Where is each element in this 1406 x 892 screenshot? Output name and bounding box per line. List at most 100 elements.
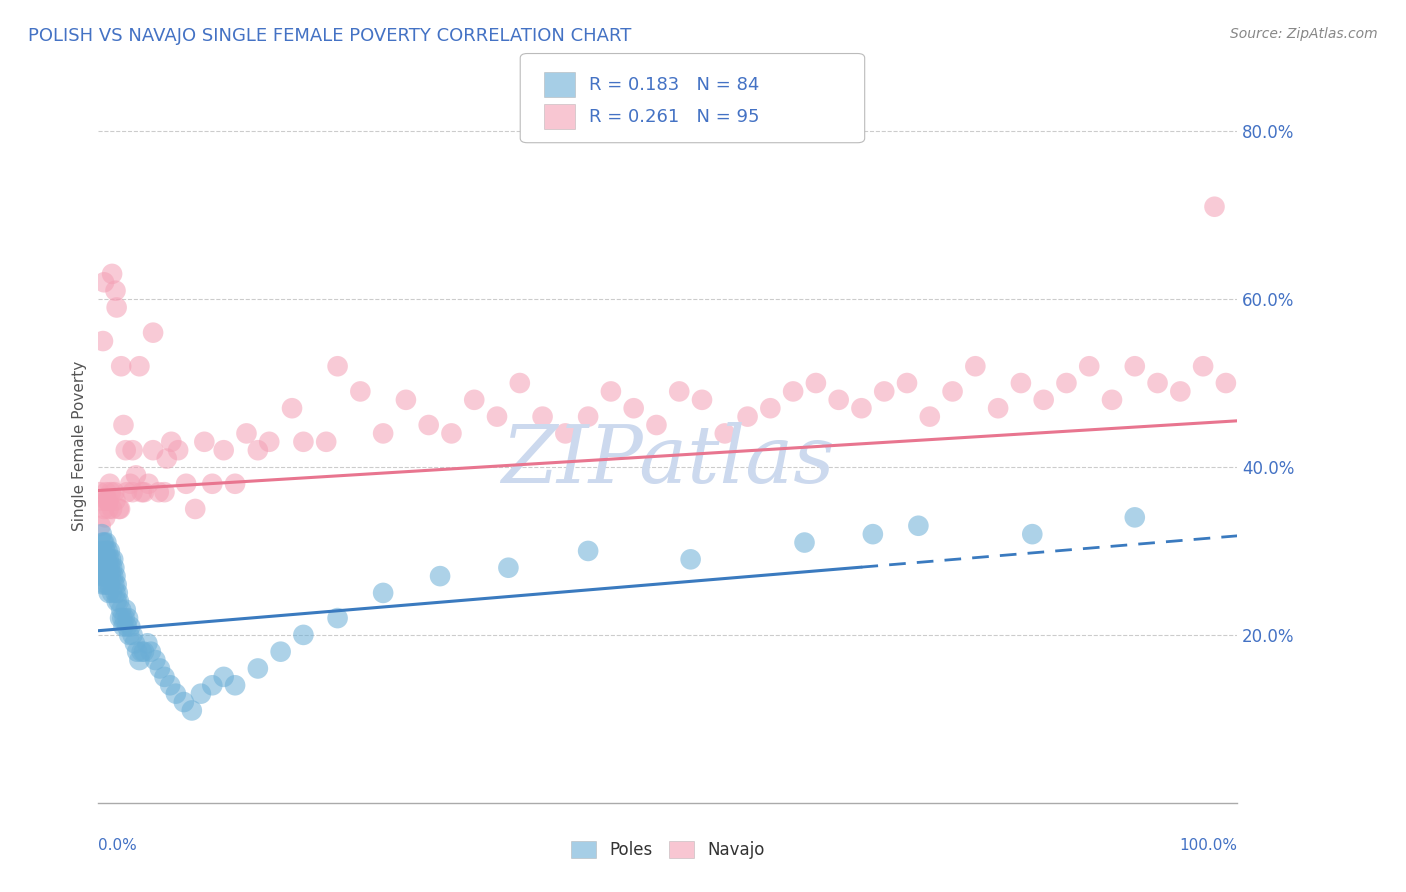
Point [714, 426, 737, 441]
Point [498, 560, 520, 574]
Point [114, 443, 136, 458]
Point [117, 611, 139, 625]
Point [165, 687, 187, 701]
Point [576, 544, 599, 558]
Point [184, 502, 207, 516]
Point [121, 485, 143, 500]
Point [148, 485, 170, 500]
Point [94, 577, 117, 591]
Point [138, 476, 160, 491]
Point [127, 645, 149, 659]
Point [1123, 359, 1146, 374]
Point [326, 359, 349, 374]
Point [110, 359, 132, 374]
Point [96, 493, 118, 508]
Point [174, 476, 197, 491]
Point [896, 376, 918, 390]
Point [281, 401, 304, 416]
Point [101, 502, 124, 516]
Point [97, 569, 120, 583]
Point [121, 443, 143, 458]
Text: 100.0%: 100.0% [1180, 838, 1237, 854]
Point [1146, 376, 1168, 390]
Text: 0.0%: 0.0% [98, 838, 138, 854]
Point [89, 560, 111, 574]
Point [93, 552, 115, 566]
Point [103, 485, 125, 500]
Point [124, 636, 146, 650]
Point [145, 653, 167, 667]
Point [97, 502, 120, 516]
Point [246, 443, 269, 458]
Point [270, 645, 292, 659]
Point [679, 552, 702, 566]
Point [97, 552, 120, 566]
Point [509, 376, 531, 390]
Point [292, 628, 315, 642]
Point [105, 577, 128, 591]
Legend: Poles, Navajo: Poles, Navajo [564, 834, 772, 866]
Text: R = 0.183   N = 84: R = 0.183 N = 84 [589, 76, 759, 94]
Point [1010, 376, 1032, 390]
Point [120, 619, 142, 633]
Point [103, 552, 125, 566]
Point [942, 384, 965, 399]
Point [108, 502, 131, 516]
Point [965, 359, 987, 374]
Point [159, 678, 181, 692]
Point [104, 493, 127, 508]
Point [90, 552, 112, 566]
Point [90, 544, 112, 558]
Point [104, 284, 127, 298]
Point [121, 628, 143, 642]
Point [759, 401, 782, 416]
Point [96, 535, 118, 549]
Point [101, 267, 124, 281]
Point [112, 417, 135, 432]
Point [93, 502, 115, 516]
Point [100, 485, 122, 500]
Point [128, 653, 150, 667]
Point [907, 518, 929, 533]
Point [96, 577, 118, 591]
Point [90, 518, 112, 533]
Point [326, 611, 349, 625]
Point [918, 409, 941, 424]
Point [862, 527, 884, 541]
Point [112, 619, 135, 633]
Point [440, 426, 463, 441]
Point [1101, 392, 1123, 407]
Point [110, 603, 132, 617]
Point [156, 451, 179, 466]
Point [1192, 359, 1215, 374]
Point [429, 569, 451, 583]
Point [153, 485, 176, 500]
Point [96, 544, 118, 558]
Point [873, 384, 896, 399]
Point [89, 485, 111, 500]
Point [96, 485, 118, 500]
Point [212, 443, 235, 458]
Point [486, 409, 509, 424]
Y-axis label: Single Female Poverty: Single Female Poverty [72, 361, 87, 531]
Point [108, 502, 131, 516]
Point [105, 594, 128, 608]
Point [987, 401, 1010, 416]
Point [1215, 376, 1237, 390]
Point [193, 434, 215, 449]
Point [690, 392, 713, 407]
Point [395, 392, 418, 407]
Point [1054, 376, 1078, 390]
Point [114, 611, 136, 625]
Point [153, 670, 176, 684]
Point [97, 586, 120, 600]
Point [531, 409, 554, 424]
Point [142, 443, 165, 458]
Point [115, 485, 138, 500]
Text: POLISH VS NAVAJO SINGLE FEMALE POVERTY CORRELATION CHART: POLISH VS NAVAJO SINGLE FEMALE POVERTY C… [28, 27, 631, 45]
Point [96, 552, 118, 566]
Point [111, 611, 134, 625]
Point [128, 359, 150, 374]
Point [142, 326, 165, 340]
Point [115, 619, 138, 633]
